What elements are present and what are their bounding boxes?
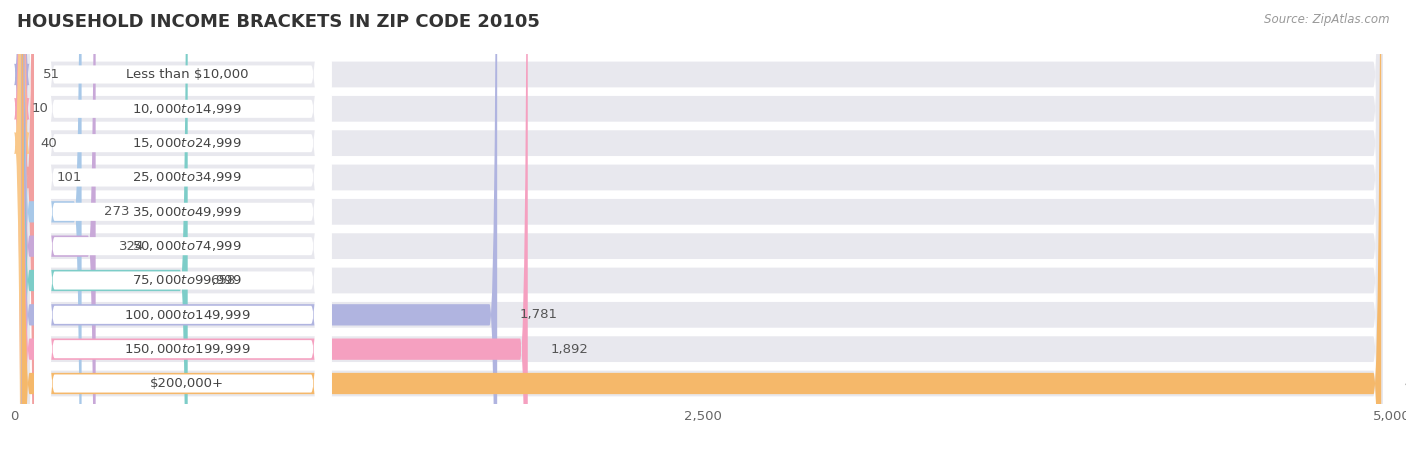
FancyBboxPatch shape [21,0,1381,449]
FancyBboxPatch shape [24,0,1382,449]
FancyBboxPatch shape [34,0,332,449]
Text: Source: ZipAtlas.com: Source: ZipAtlas.com [1264,13,1389,26]
Text: $10,000 to $14,999: $10,000 to $14,999 [132,102,242,116]
Text: 273: 273 [104,205,129,218]
FancyBboxPatch shape [24,0,1382,449]
FancyBboxPatch shape [34,0,332,449]
Text: HOUSEHOLD INCOME BRACKETS IN ZIP CODE 20105: HOUSEHOLD INCOME BRACKETS IN ZIP CODE 20… [17,13,540,31]
FancyBboxPatch shape [24,0,1382,449]
FancyBboxPatch shape [34,0,332,449]
FancyBboxPatch shape [24,0,1382,449]
FancyBboxPatch shape [14,0,30,449]
Text: 40: 40 [41,136,58,150]
Text: $15,000 to $24,999: $15,000 to $24,999 [132,136,242,150]
Text: 10: 10 [32,102,49,115]
FancyBboxPatch shape [24,0,1382,449]
FancyBboxPatch shape [24,0,1382,449]
FancyBboxPatch shape [14,0,30,449]
Text: $25,000 to $34,999: $25,000 to $34,999 [132,171,242,185]
Text: 4,989: 4,989 [1405,377,1406,390]
FancyBboxPatch shape [34,0,332,449]
FancyBboxPatch shape [34,0,332,449]
Text: 101: 101 [58,171,83,184]
Text: 324: 324 [118,240,143,253]
FancyBboxPatch shape [34,0,332,449]
Text: $150,000 to $199,999: $150,000 to $199,999 [124,342,250,356]
Text: 658: 658 [211,274,236,287]
Text: $35,000 to $49,999: $35,000 to $49,999 [132,205,242,219]
Text: 1,892: 1,892 [551,343,589,356]
FancyBboxPatch shape [24,0,1382,449]
FancyBboxPatch shape [34,0,332,449]
FancyBboxPatch shape [24,0,1382,449]
FancyBboxPatch shape [21,0,82,449]
Text: $50,000 to $74,999: $50,000 to $74,999 [132,239,242,253]
FancyBboxPatch shape [34,0,332,449]
FancyBboxPatch shape [21,0,527,449]
FancyBboxPatch shape [24,0,1382,449]
FancyBboxPatch shape [34,0,332,449]
Text: 1,781: 1,781 [520,308,558,321]
Text: $100,000 to $149,999: $100,000 to $149,999 [124,308,250,322]
FancyBboxPatch shape [24,0,1382,449]
FancyBboxPatch shape [21,0,498,449]
FancyBboxPatch shape [21,0,187,449]
FancyBboxPatch shape [34,0,332,449]
Text: $200,000+: $200,000+ [150,377,224,390]
FancyBboxPatch shape [14,0,30,449]
FancyBboxPatch shape [21,0,34,449]
Text: Less than $10,000: Less than $10,000 [125,68,247,81]
Text: $75,000 to $99,999: $75,000 to $99,999 [132,273,242,287]
Text: 51: 51 [44,68,60,81]
FancyBboxPatch shape [21,0,96,449]
